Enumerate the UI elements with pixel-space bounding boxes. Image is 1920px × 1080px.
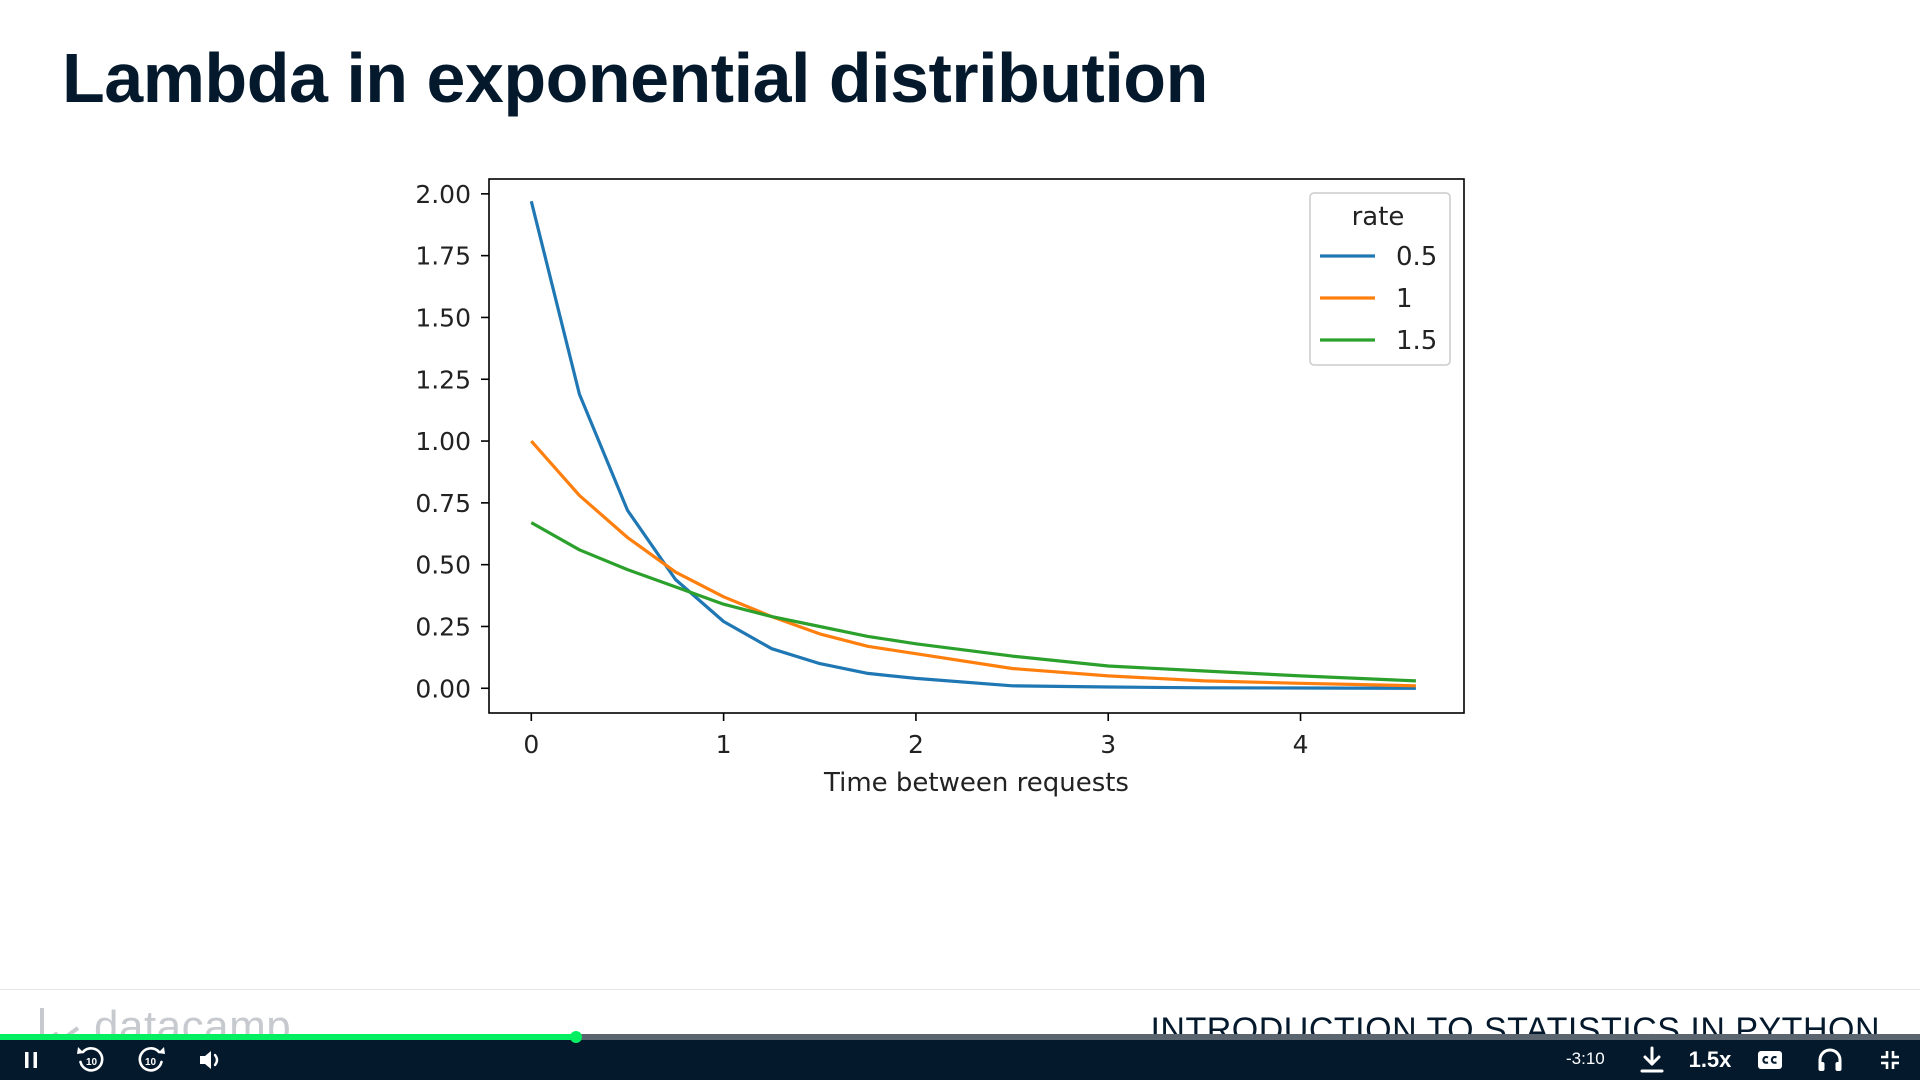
- datacamp-logo-text: datacamp: [94, 1002, 292, 1038]
- legend-items: 0.5 1 1.5: [1320, 242, 1437, 356]
- series-line-2: [530, 440, 1416, 688]
- progress-fill: [0, 1034, 576, 1040]
- pause-button[interactable]: [14, 1043, 48, 1077]
- footer-divider: [0, 989, 1920, 990]
- chart-lines-layer: [529, 200, 1416, 690]
- time-remaining: -3:10: [1566, 1049, 1605, 1068]
- datacamp-logo: datacamp: [38, 1002, 318, 1038]
- legend-title: rate: [1352, 202, 1405, 232]
- exit-fullscreen-icon: [1881, 1051, 1899, 1069]
- exit-fullscreen-button[interactable]: [1872, 1043, 1908, 1077]
- closed-captions-button[interactable]: [1752, 1043, 1788, 1077]
- y-tick-label: 1.50: [415, 303, 471, 332]
- legend-label-2: 1: [1396, 284, 1413, 314]
- pause-icon: [25, 1052, 37, 1068]
- legend-label-1: 0.5: [1396, 242, 1437, 272]
- exponential-chart: 0 1 2 3 4 0.00 0.25 0.50 0.75 1.00 1.25 1.50 1.75 2.…: [415, 178, 1465, 798]
- x-tick-label: 1: [716, 730, 732, 759]
- x-tick-label: 0: [523, 730, 539, 759]
- video-player-bar: [0, 1035, 1920, 1080]
- legend: rate 0.5 1 1.5: [1309, 192, 1451, 366]
- headphones-button[interactable]: [1812, 1043, 1848, 1077]
- y-tick-label: 1.25: [415, 365, 471, 394]
- y-tick-label: 1.75: [415, 242, 471, 271]
- legend-label-3: 1.5: [1396, 326, 1437, 356]
- download-button[interactable]: [1634, 1043, 1670, 1077]
- playback-speed-button[interactable]: 1.5x: [1684, 1043, 1736, 1077]
- forward-seconds: 10: [145, 1057, 157, 1068]
- rewind-10-icon: 10: [77, 1047, 104, 1072]
- series-line-1: [529, 200, 1416, 690]
- forward-10-button[interactable]: 10: [132, 1043, 170, 1077]
- volume-button[interactable]: [194, 1043, 228, 1077]
- x-tick-label: 4: [1293, 730, 1309, 759]
- legend-box: [1309, 192, 1451, 366]
- download-icon: [1640, 1046, 1664, 1073]
- rewind-seconds: 10: [86, 1057, 98, 1068]
- x-axis-label: Time between requests: [823, 768, 1129, 798]
- y-tick-label: 0.75: [415, 489, 471, 518]
- plot-frame: [488, 178, 1465, 714]
- rewind-10-button[interactable]: 10: [72, 1043, 110, 1077]
- volume-icon: [200, 1051, 219, 1069]
- x-tick-label: 2: [908, 730, 924, 759]
- slide-title: Lambda in exponential distribution: [62, 39, 1208, 117]
- y-tick-label: 0.00: [415, 674, 471, 703]
- closed-captions-icon: [1758, 1051, 1782, 1069]
- x-tick-label: 3: [1100, 730, 1116, 759]
- course-title: INTRODUCTION TO STATISTICS IN PYTHON: [1080, 1010, 1880, 1036]
- forward-10-icon: 10: [138, 1047, 165, 1072]
- y-tick-label: 0.25: [415, 612, 471, 641]
- progress-thumb[interactable]: [570, 1031, 582, 1043]
- y-tick-label: 1.00: [415, 427, 471, 456]
- series-line-3: [530, 521, 1416, 683]
- headphones-icon: [1818, 1048, 1842, 1071]
- y-axis: 0.00 0.25 0.50 0.75 1.00 1.25 1.50 1.75 2.00: [415, 180, 489, 703]
- playback-speed: 1.5x: [1688, 1047, 1732, 1072]
- y-tick-label: 2.00: [415, 180, 471, 209]
- y-tick-label: 0.50: [415, 551, 471, 580]
- progress-bar[interactable]: [0, 1031, 1920, 1043]
- x-axis: 0 1 2 3 4: [523, 713, 1308, 759]
- course-title-text: INTRODUCTION TO STATISTICS IN PYTHON: [1150, 1011, 1880, 1036]
